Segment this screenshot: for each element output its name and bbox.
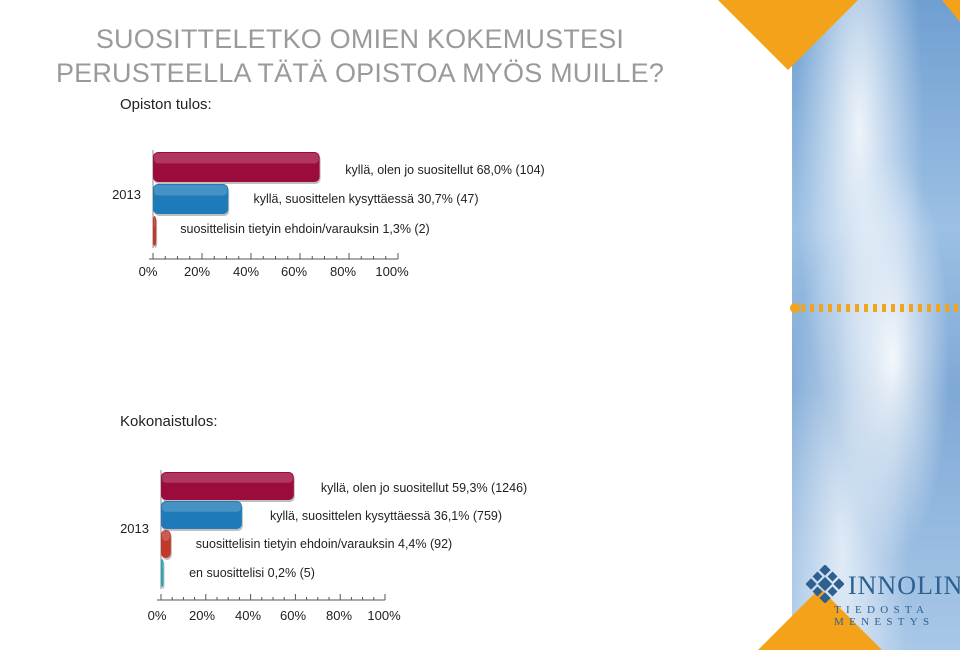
x-tick-label: 20% [184,264,210,279]
data-label: suosittelisin tietyin ehdoin/varauksin 1… [180,222,429,236]
data-label: kyllä, olen jo suositellut 59,3% (1246) [321,481,527,495]
category-label: 2013 [120,521,149,536]
x-tick-label: 80% [330,264,356,279]
top-accent-triangle [718,0,858,70]
section-2-label: Kokonaistulos: [120,413,218,430]
section-1-label: Opiston tulos: [120,96,212,113]
data-label: en suosittelisi 0,2% (5) [189,566,315,580]
logo-name: INNOLINK [848,571,960,600]
x-tick-label: 100% [367,608,401,623]
bar [153,216,157,246]
top-right-accent-triangle [942,0,960,22]
bar-highlight [162,560,163,570]
x-tick-label: 0% [139,264,158,279]
x-tick-label: 20% [189,608,215,623]
bar [161,530,171,558]
innolink-logo-icon [806,565,844,603]
x-tick-label: 40% [233,264,259,279]
sky-decoration [792,0,960,650]
dot-decoration [790,303,800,313]
x-tick-label: 100% [375,264,409,279]
x-tick-label: 80% [326,608,352,623]
dotted-line-decoration [792,304,960,312]
bar-highlight [162,531,170,541]
data-label: kyllä, suosittelen kysyttäessä 36,1% (75… [270,509,502,523]
bar [161,472,294,500]
data-label: kyllä, olen jo suositellut 68,0% (104) [345,163,544,177]
bar [161,501,242,529]
title-line-2: PERUSTEELLA TÄTÄ OPISTOA MYÖS MUILLE? [55,58,665,88]
bottom-accent-triangle [758,588,882,650]
category-label: 2013 [112,187,141,202]
x-tick-label: 40% [235,608,261,623]
logo-tagline: TIEDOSTA MENESTYS [834,604,935,628]
bar [161,559,164,587]
data-label: kyllä, suosittelen kysyttäessä 30,7% (47… [253,192,478,206]
x-tick-label: 0% [148,608,167,623]
bar [153,152,320,182]
bar-highlight [154,153,319,164]
data-label: suosittelisin tietyin ehdoin/varauksin 4… [196,537,452,551]
bar-highlight [154,217,156,228]
title-line-1: SUOSITTELETKO OMIEN KOKEMUSTESI [95,24,625,54]
x-tick-label: 60% [281,264,307,279]
bar-highlight [162,502,241,512]
bar [153,184,229,214]
x-tick-label: 60% [280,608,306,623]
page-title: SUOSITTELETKO OMIEN KOKEMUSTESI PERUSTEE… [0,22,720,90]
bar-highlight [162,473,293,483]
bar-highlight [154,185,228,196]
